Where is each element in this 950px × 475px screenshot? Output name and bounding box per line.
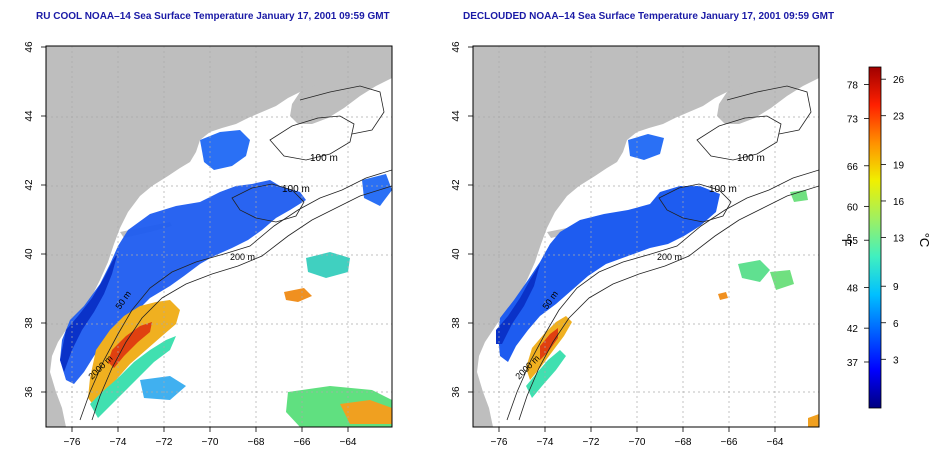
fahrenheit-tick-label: 42 (847, 324, 859, 335)
sst-cold-coastal (496, 264, 540, 344)
x-tick-label: −66 (294, 437, 311, 448)
nova-scotia (717, 60, 819, 124)
sst-patch-ne (790, 190, 808, 202)
contour-label: 200 m (657, 252, 682, 262)
sst-patch-se (808, 414, 819, 427)
y-tick-label: 40 (451, 248, 462, 260)
sst-patch-se2 (340, 400, 392, 424)
sst-patch-small (718, 292, 728, 300)
y-tick-label: 44 (24, 110, 35, 122)
contour-label: 100 m (737, 153, 765, 164)
fahrenheit-label: °F (839, 233, 854, 246)
sst-warm-core (540, 328, 558, 360)
celsius-tick-label: 9 (893, 282, 899, 293)
x-tick-label: −64 (340, 437, 357, 448)
y-tick-label: 44 (451, 110, 462, 122)
x-tick-label: −64 (767, 437, 784, 448)
y-tick-label: 36 (451, 386, 462, 398)
y-tick-label: 36 (24, 386, 35, 398)
right-panel-title: DECLOUDED NOAA–14 Sea Surface Temperatur… (463, 11, 835, 22)
contour-label: 100 m (709, 184, 737, 195)
sst-mid-band (526, 350, 566, 398)
fahrenheit-tick-label: 60 (847, 202, 859, 213)
fahrenheit-tick-label: 78 (847, 81, 859, 92)
contour-label: 100 m (282, 184, 310, 195)
fahrenheit-tick-label: 66 (847, 162, 859, 173)
sst-patch-east (306, 252, 350, 278)
y-tick-label: 46 (24, 41, 35, 53)
celsius-label: °C (917, 233, 932, 248)
sst-patch-east (738, 260, 770, 282)
left-map-panel: 100 m 100 m 200 m 50 m 2000 m −76 −74 −72−… (24, 41, 393, 448)
sst-warm-gulfstream (88, 300, 180, 406)
sst-patch-east-b (770, 270, 794, 290)
x-tick-label: −76 (491, 437, 508, 448)
bathymetry-contours (79, 85, 392, 421)
panel-frame (45, 45, 393, 428)
x-tick-label: −74 (537, 437, 554, 448)
y-tick-label: 38 (24, 317, 35, 329)
fahrenheit-tick-label: 73 (847, 114, 859, 125)
sst-patch-east2 (284, 288, 312, 302)
sst-cold-coastal (60, 252, 118, 372)
x-tick-label: −76 (64, 437, 81, 448)
y-tick-label: 42 (451, 179, 462, 191)
celsius-tick-label: 6 (893, 319, 899, 330)
grid-lines (473, 46, 819, 427)
sst-mid-band (90, 336, 176, 418)
nova-scotia (290, 60, 392, 124)
grid-lines (46, 46, 392, 427)
contour-label: 200 m (230, 252, 255, 262)
colorbar: 26 23 19 16 13 9 6 3 78 73 66 60 55 48 42 37 °F °C (839, 66, 932, 409)
y-tick-label: 42 (24, 179, 35, 191)
celsius-tick-label: 19 (893, 160, 905, 171)
x-tick-label: −74 (110, 437, 127, 448)
sst-cold-patch (200, 130, 250, 170)
celsius-tick-label: 3 (893, 355, 899, 366)
sst-cold-region (498, 186, 720, 362)
x-tick-label: −70 (202, 437, 219, 448)
land-mass (46, 46, 392, 427)
contour-label: 100 m (310, 153, 338, 164)
sst-cold-region (60, 180, 306, 384)
sst-patch-ne (362, 174, 392, 206)
left-axes: −76 −74 −72 −70 −68 −66 −64 36 38 40 42 44 46 (24, 41, 357, 448)
y-tick-label: 38 (451, 317, 462, 329)
bathymetry-contours (506, 85, 819, 421)
x-tick-label: −72 (583, 437, 600, 448)
x-tick-label: −66 (721, 437, 738, 448)
land-mass (473, 46, 819, 427)
x-tick-label: −68 (675, 437, 692, 448)
sst-warm-core (108, 322, 152, 368)
sst-cold-patch (628, 134, 664, 160)
y-tick-label: 40 (24, 248, 35, 260)
celsius-tick-label: 23 (893, 112, 905, 123)
right-axes: −76 −74 −72 −70 −68 −66 −64 36 38 40 42 44 46 (451, 41, 784, 448)
right-map-panel: 100 m 100 m 200 m 50 m 2000 m −76 −74 −72−… (451, 41, 820, 448)
fahrenheit-tick-label: 55 (847, 236, 859, 247)
colorbar-ramp (868, 66, 882, 409)
sst-patch-sw (140, 376, 186, 400)
celsius-tick-label: 16 (893, 197, 905, 208)
x-tick-label: −68 (248, 437, 265, 448)
panel-frame (472, 45, 820, 428)
x-tick-label: −72 (156, 437, 173, 448)
fahrenheit-tick-label: 48 (847, 284, 859, 295)
colorbar-ticks: 26 23 19 16 13 9 6 3 78 73 66 60 55 48 42 37 (847, 75, 905, 369)
left-panel-title: RU COOL NOAA–14 Sea Surface Temperature … (36, 11, 390, 22)
celsius-tick-label: 26 (893, 75, 905, 86)
celsius-tick-label: 13 (893, 234, 905, 245)
x-tick-label: −70 (629, 437, 646, 448)
y-tick-label: 46 (451, 41, 462, 53)
fahrenheit-tick-label: 37 (847, 358, 859, 369)
